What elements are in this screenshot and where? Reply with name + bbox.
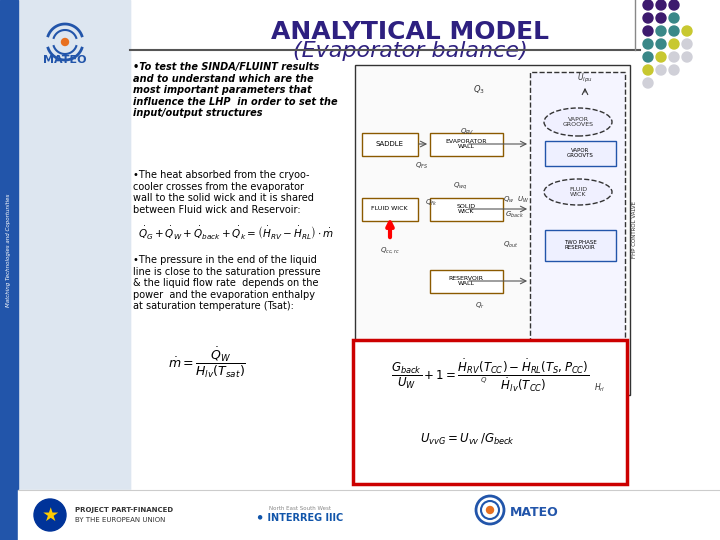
Bar bbox=[0, 0, 18, 540]
Text: $Q_{wq}$: $Q_{wq}$ bbox=[453, 180, 467, 192]
Text: $Q_r$: $Q_r$ bbox=[475, 301, 485, 311]
Circle shape bbox=[487, 507, 493, 514]
Text: •The pressure in the end of the liquid
line is close to the saturation pressure
: •The pressure in the end of the liquid l… bbox=[133, 255, 320, 312]
Ellipse shape bbox=[544, 108, 612, 136]
Circle shape bbox=[682, 52, 692, 62]
Bar bbox=[18, 490, 720, 540]
Text: ⚫ INTERREG IIIC: ⚫ INTERREG IIIC bbox=[256, 513, 343, 523]
Bar bbox=[355, 65, 630, 395]
Circle shape bbox=[656, 39, 666, 49]
Circle shape bbox=[34, 499, 66, 531]
FancyBboxPatch shape bbox=[430, 132, 503, 156]
Circle shape bbox=[643, 52, 653, 62]
Text: North East South West: North East South West bbox=[269, 505, 331, 510]
FancyBboxPatch shape bbox=[430, 269, 503, 293]
Circle shape bbox=[669, 65, 679, 75]
Circle shape bbox=[682, 26, 692, 36]
Text: $Q_{RV}$: $Q_{RV}$ bbox=[460, 127, 474, 137]
Text: $Q_{cc,rc}$: $Q_{cc,rc}$ bbox=[380, 245, 400, 255]
FancyBboxPatch shape bbox=[544, 140, 616, 165]
Text: FHP CONTROL VALVE: FHP CONTROL VALVE bbox=[631, 201, 636, 259]
Text: MATEO: MATEO bbox=[510, 505, 559, 518]
Bar bbox=[0, 0, 130, 490]
Text: $Q_{fk}$: $Q_{fk}$ bbox=[425, 198, 437, 208]
Text: VAPOR
GROOVES: VAPOR GROOVES bbox=[562, 117, 593, 127]
Text: Matching Technologies and Coportunities: Matching Technologies and Coportunities bbox=[6, 193, 12, 307]
Circle shape bbox=[643, 65, 653, 75]
Text: $U_{lpu}$: $U_{lpu}$ bbox=[577, 71, 593, 85]
Text: VAPOR
GROOVTS: VAPOR GROOVTS bbox=[567, 147, 593, 158]
Circle shape bbox=[61, 38, 68, 45]
Text: $Q_3$: $Q_3$ bbox=[473, 84, 485, 96]
FancyBboxPatch shape bbox=[353, 340, 627, 484]
Text: EVAPORATOR
WALL: EVAPORATOR WALL bbox=[445, 139, 487, 150]
FancyBboxPatch shape bbox=[544, 230, 616, 260]
Text: $U_{vvG}=U_{vv}\,/G_{beck}$: $U_{vvG}=U_{vv}\,/G_{beck}$ bbox=[420, 432, 515, 447]
Text: $Q_w$  $U_W$: $Q_w$ $U_W$ bbox=[503, 195, 529, 205]
Circle shape bbox=[643, 13, 653, 23]
Circle shape bbox=[656, 65, 666, 75]
Circle shape bbox=[643, 78, 653, 88]
Text: SADDLE: SADDLE bbox=[376, 141, 403, 147]
Bar bbox=[530, 72, 625, 382]
Circle shape bbox=[669, 0, 679, 10]
Text: •The heat absorbed from the cryoo-
cooler crosses from the evaporator
wall to th: •The heat absorbed from the cryoo- coole… bbox=[133, 170, 314, 215]
Text: (Evaporator balance): (Evaporator balance) bbox=[292, 41, 527, 61]
Circle shape bbox=[669, 39, 679, 49]
Text: $\dot{Q}_G + \dot{Q}_W + \dot{Q}_{back} + \dot{Q}_k = \left(\dot{H}_{RV} - \dot{: $\dot{Q}_G + \dot{Q}_W + \dot{Q}_{back} … bbox=[138, 225, 334, 242]
Circle shape bbox=[656, 52, 666, 62]
Circle shape bbox=[669, 26, 679, 36]
Text: ANALYTICAL MODEL: ANALYTICAL MODEL bbox=[271, 20, 549, 44]
Circle shape bbox=[669, 13, 679, 23]
Circle shape bbox=[643, 39, 653, 49]
Circle shape bbox=[656, 26, 666, 36]
Text: $H_{rl}$: $H_{rl}$ bbox=[594, 382, 606, 394]
Ellipse shape bbox=[544, 179, 612, 205]
Circle shape bbox=[656, 0, 666, 10]
Text: FLUID
WICK: FLUID WICK bbox=[569, 187, 587, 198]
Circle shape bbox=[643, 0, 653, 10]
Text: •To test the SINDA/FLUINT results
and to understand which are the
most important: •To test the SINDA/FLUINT results and to… bbox=[133, 62, 338, 118]
Text: $\dot{m} = \dfrac{\dot{Q}_W}{H_{lv}(T_{sat})}$: $\dot{m} = \dfrac{\dot{Q}_W}{H_{lv}(T_{s… bbox=[168, 345, 246, 380]
Text: MATEO: MATEO bbox=[43, 55, 86, 65]
Circle shape bbox=[682, 39, 692, 49]
Circle shape bbox=[669, 52, 679, 62]
Text: $Q_{out}$: $Q_{out}$ bbox=[503, 240, 518, 250]
Text: $G_{back}$: $G_{back}$ bbox=[505, 210, 524, 220]
Text: RESERVOIR
WALL: RESERVOIR WALL bbox=[449, 275, 484, 286]
FancyBboxPatch shape bbox=[361, 132, 418, 156]
Text: $Q$: $Q$ bbox=[480, 375, 487, 385]
FancyBboxPatch shape bbox=[361, 198, 418, 220]
Text: FLUID WICK: FLUID WICK bbox=[372, 206, 408, 212]
Bar bbox=[18, 0, 130, 490]
Text: $Q_{FS}$: $Q_{FS}$ bbox=[415, 161, 428, 171]
Text: $\dfrac{G_{back}}{U_W} + 1 = \dfrac{\dot{H}_{RV}\left(T_{CC}\right) - \dot{H}_{R: $\dfrac{G_{back}}{U_W} + 1 = \dfrac{\dot… bbox=[391, 357, 589, 394]
Circle shape bbox=[656, 13, 666, 23]
Text: TWO PHASE
RESERVOIR: TWO PHASE RESERVOIR bbox=[564, 240, 596, 251]
Text: ★: ★ bbox=[41, 505, 59, 524]
Circle shape bbox=[643, 26, 653, 36]
FancyBboxPatch shape bbox=[430, 198, 503, 220]
Text: BY THE EUROPEAN UNION: BY THE EUROPEAN UNION bbox=[75, 517, 166, 523]
Text: PROJECT PART-FINANCED: PROJECT PART-FINANCED bbox=[75, 507, 173, 513]
Text: SOLID
WICK: SOLID WICK bbox=[456, 204, 476, 214]
